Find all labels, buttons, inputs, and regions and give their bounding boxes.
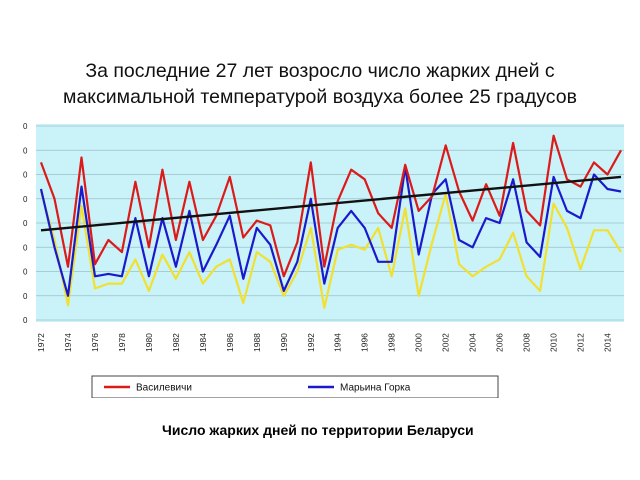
x-tick-label: 2012 bbox=[576, 333, 586, 352]
x-tick-label: 2010 bbox=[549, 333, 559, 352]
trend-line-group bbox=[40, 175, 622, 232]
series-lines bbox=[39, 134, 622, 309]
y-tick-label: 0 bbox=[23, 146, 28, 155]
x-tick-label: 2000 bbox=[414, 333, 424, 352]
y-tick-label: 0 bbox=[23, 268, 28, 277]
x-tick-label: 1988 bbox=[252, 333, 262, 352]
series-line-2 bbox=[39, 191, 622, 309]
x-tick-label: 1984 bbox=[198, 333, 208, 352]
y-tick-label: 0 bbox=[23, 292, 28, 301]
x-tick-label: 1998 bbox=[387, 333, 397, 352]
x-tick-label: 1972 bbox=[36, 333, 46, 352]
trend-line bbox=[40, 175, 622, 232]
legend-label: Марьина Горка bbox=[340, 383, 411, 394]
x-tick-label: 2002 bbox=[441, 333, 451, 352]
legend: Василевичи Марьина Горка bbox=[91, 375, 499, 399]
x-tick-label: 2008 bbox=[522, 333, 532, 352]
series-line-1 bbox=[39, 166, 622, 297]
x-tick-label: 1992 bbox=[306, 333, 316, 352]
y-tick-label: 0 bbox=[23, 243, 28, 252]
x-tick-label: 1986 bbox=[225, 333, 235, 352]
chart-caption: Число жарких дней по территории Беларуси bbox=[162, 422, 474, 438]
x-tick-label: 2004 bbox=[468, 333, 478, 352]
x-tick-label: 1974 bbox=[63, 333, 73, 352]
x-tick-label: 1978 bbox=[117, 333, 127, 352]
x-tick-label: 1996 bbox=[360, 333, 370, 352]
x-axis-ticks: 1972 1974 1976 1978 1980 1982 1984 1986 1988 1990… bbox=[36, 333, 613, 352]
series-line-0 bbox=[39, 134, 622, 278]
y-tick-label: 0 bbox=[23, 316, 28, 325]
x-tick-label: 1976 bbox=[90, 333, 100, 352]
y-tick-label: 0 bbox=[23, 171, 28, 180]
y-tick-label: 0 bbox=[23, 122, 28, 131]
x-tick-label: 1980 bbox=[144, 333, 154, 352]
x-tick-label: 2014 bbox=[603, 333, 613, 352]
x-tick-label: 1994 bbox=[333, 333, 343, 352]
y-tick-label: 0 bbox=[23, 195, 28, 204]
y-axis-ticks: 0 0 0 0 0 0 0 0 0 bbox=[23, 122, 28, 325]
legend-label: Василевичи bbox=[136, 383, 192, 394]
x-tick-label: 1990 bbox=[279, 333, 289, 352]
y-tick-label: 0 bbox=[23, 219, 28, 228]
x-tick-label: 2006 bbox=[495, 333, 505, 352]
slide-title: За последние 27 лет возросло число жарки… bbox=[63, 60, 577, 108]
x-tick-label: 1982 bbox=[171, 333, 181, 352]
